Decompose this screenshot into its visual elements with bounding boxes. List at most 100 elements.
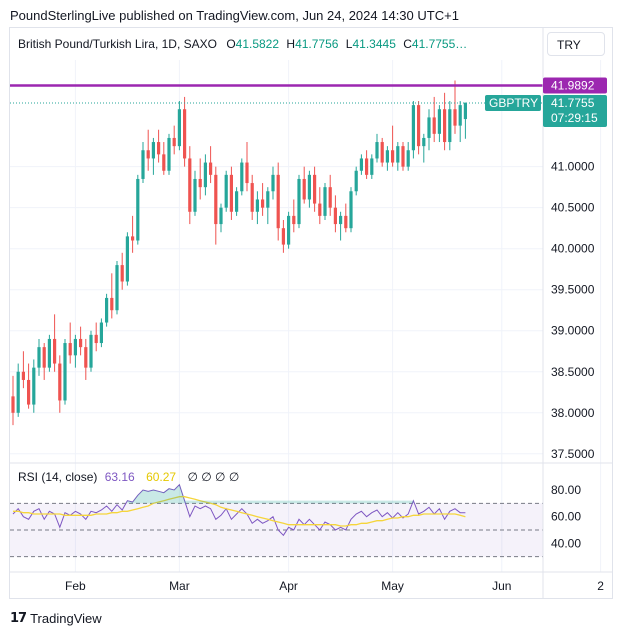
candle-body: [131, 236, 135, 241]
candle-body: [401, 146, 405, 167]
open-value: 41.5822: [235, 37, 280, 51]
candle-body: [73, 338, 77, 356]
candle-body: [146, 150, 150, 159]
candle-body: [183, 109, 187, 159]
candle-body: [203, 162, 207, 188]
candle-body: [250, 183, 254, 212]
symbol-tag-label: GBPTRY: [489, 96, 538, 110]
candle-body: [349, 191, 353, 229]
candle-body: [162, 154, 166, 171]
candle-body: [359, 158, 363, 171]
candle-body: [453, 109, 457, 126]
candle-body: [27, 379, 31, 405]
candle-body: [437, 109, 441, 134]
x-tick-label: Feb: [65, 579, 86, 593]
candle-body: [21, 371, 25, 380]
candle-body: [458, 105, 462, 126]
candle-body: [193, 178, 197, 212]
rsi-y-tick-label: 40.00: [551, 536, 581, 550]
rsi-overbought-fill: [127, 484, 414, 504]
publish-header: PoundSterlingLive published on TradingVi…: [10, 8, 459, 23]
rsi-ma-value: 60.27: [146, 470, 177, 484]
y-tick-label: 40.0000: [551, 242, 595, 256]
candle-body: [339, 215, 343, 225]
rsi-y-tick-label: 80.00: [551, 483, 581, 497]
candle-body: [63, 343, 67, 401]
candle-body: [16, 371, 20, 413]
y-tick-label: 38.5000: [551, 365, 595, 379]
last-price-tag: [543, 95, 607, 128]
candle-body: [292, 215, 296, 225]
high-price-tag: [543, 77, 607, 94]
candle-body: [266, 191, 270, 208]
candle-body: [261, 199, 265, 208]
y-tick-label: 37.5000: [551, 447, 595, 461]
rsi-y-tick-label: 60.00: [551, 510, 581, 524]
y-tick-label: 39.5000: [551, 283, 595, 297]
candle-body: [422, 137, 426, 147]
close-value: 41.7755…: [411, 37, 468, 51]
candle-body: [105, 297, 109, 323]
candle-body: [58, 363, 62, 401]
x-tick-label: 2: [597, 579, 604, 593]
symbol-legend: British Pound/Turkish Lira, 1D, SAXO O41…: [18, 37, 467, 51]
candle-body: [417, 105, 421, 147]
candle-body: [11, 396, 15, 413]
rsi-legend: RSI (14, close) 63.16 60.27 ∅ ∅ ∅ ∅: [18, 470, 239, 484]
candle-body: [224, 174, 228, 208]
candle-body: [53, 338, 57, 364]
candle-body: [365, 158, 369, 175]
candle-body: [219, 207, 223, 225]
candle-body: [427, 117, 431, 138]
candle-body: [443, 109, 447, 143]
close-label: C: [403, 37, 412, 51]
candle-body: [229, 174, 233, 212]
candle-body: [94, 334, 98, 344]
candle-body: [375, 142, 379, 159]
symbol-title: British Pound/Turkish Lira, 1D, SAXO: [18, 37, 217, 51]
candle-body: [271, 174, 275, 192]
candle-body: [32, 367, 36, 405]
x-tick-label: May: [381, 579, 404, 593]
candle-body: [198, 178, 202, 188]
candle-body: [411, 105, 415, 151]
candle-body: [209, 162, 213, 175]
candle-body: [281, 228, 285, 245]
candle-body: [380, 142, 384, 163]
high-price-tag-label: 41.9892: [551, 78, 595, 92]
high-label: H: [286, 37, 296, 51]
candle-body: [333, 207, 337, 225]
candle-body: [370, 158, 374, 175]
x-tick-label: Jun: [492, 579, 511, 593]
x-tick-label: Mar: [169, 579, 190, 593]
candle-body: [240, 162, 244, 192]
high-value: 41.7756: [295, 37, 339, 51]
candle-body: [245, 162, 249, 184]
currency-button[interactable]: TRY: [547, 32, 605, 56]
candle-body: [328, 187, 332, 208]
rsi-ma-line: [13, 496, 466, 527]
candle-body: [125, 236, 129, 282]
candle-body: [354, 170, 358, 192]
candle-body: [120, 265, 124, 282]
candle-body: [276, 174, 280, 229]
candle-body: [115, 265, 119, 311]
candle-body: [89, 334, 93, 368]
candle-body: [406, 150, 410, 167]
candle-body: [318, 203, 322, 216]
candle-body: [323, 187, 327, 216]
candle-body: [302, 178, 306, 200]
candle-body: [141, 150, 145, 179]
footer: 𝟭𝟳 TradingView: [10, 610, 102, 626]
candle-body: [313, 174, 317, 204]
candle-body: [235, 191, 239, 212]
candle-body: [297, 178, 301, 225]
candle-body: [172, 137, 176, 147]
candle-body: [307, 174, 311, 200]
rsi-na-values: ∅ ∅ ∅ ∅: [187, 470, 240, 484]
low-value: 41.3445: [352, 37, 396, 51]
candle-body: [432, 117, 436, 134]
tradingview-logo-icon: 𝟭𝟳: [10, 610, 27, 625]
footer-brand: TradingView: [30, 610, 102, 626]
